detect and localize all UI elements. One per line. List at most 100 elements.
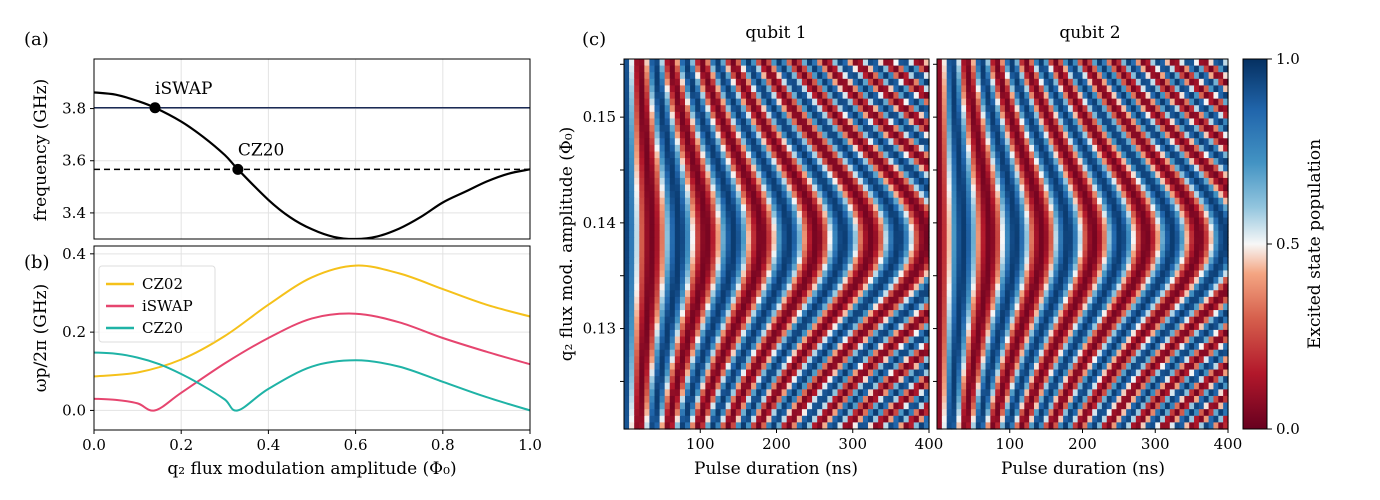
heatmap-cell [634, 191, 640, 199]
heatmap-cell [649, 415, 656, 423]
heatmap-cell [1067, 131, 1074, 139]
heatmap-cell [1203, 105, 1210, 113]
heatmap-cell [990, 164, 996, 172]
heatmap-cell [1218, 92, 1224, 100]
heatmap-cell [868, 144, 874, 153]
heatmap-cell [715, 296, 722, 305]
heatmap-cell [837, 138, 844, 146]
heatmap-cell [776, 303, 783, 311]
heatmap-cell [980, 59, 987, 67]
heatmap-cell [624, 356, 630, 364]
heatmap-cell [674, 395, 681, 404]
heatmap-cell [868, 422, 874, 430]
heatmap-cell [903, 316, 910, 324]
heatmap-cell [1106, 191, 1113, 199]
heatmap-cell [796, 92, 803, 100]
heatmap-cell [913, 111, 920, 120]
heatmap-cell [751, 283, 757, 291]
heatmap-cell [913, 210, 920, 219]
heatmap-cell [975, 151, 982, 159]
heatmap-cell [730, 303, 737, 311]
heatmap-cell [1208, 217, 1215, 225]
heatmap-cell [669, 217, 676, 225]
heatmap-cell [1048, 151, 1054, 159]
heatmap-cell [1121, 118, 1127, 126]
heatmap-cell [903, 111, 910, 120]
heatmap-cell [1034, 85, 1040, 93]
heatmap-cell [1067, 98, 1074, 106]
heatmap-cell [837, 343, 844, 351]
heatmap-cell [883, 303, 889, 311]
heatmap-cell [1024, 204, 1030, 212]
heatmap-cell [1024, 72, 1030, 80]
heatmap-cell [941, 197, 948, 205]
heatmap-cell [812, 105, 818, 113]
heatmap-cell [674, 250, 681, 258]
heatmap-cell [801, 244, 808, 252]
heatmap-cell [893, 138, 900, 146]
heatmap-cell [812, 118, 818, 126]
heatmap-cell [771, 296, 778, 305]
heatmap-cell [720, 131, 727, 139]
heatmap-cell [898, 343, 905, 351]
heatmap-cell [761, 224, 767, 232]
heatmap-cell [761, 422, 767, 430]
heatmap-cell [725, 138, 732, 146]
heatmap-cell [985, 217, 991, 225]
heatmap-cell [756, 217, 762, 225]
heatmap-cell [730, 382, 737, 390]
heatmap-cell [893, 237, 900, 245]
heatmap-cell [740, 78, 747, 87]
heatmap-cell [1082, 184, 1088, 192]
heatmap-cell [690, 217, 696, 225]
heatmap-cell [898, 316, 905, 324]
heatmap-cell [624, 204, 630, 212]
heatmap-cell [832, 191, 839, 199]
heatmap-cell [1155, 158, 1161, 166]
heatmap-cell [710, 171, 717, 179]
heatmap-cell [883, 138, 889, 146]
heatmap-cell [654, 290, 661, 298]
heatmap-cell [898, 125, 905, 133]
heatmap-cell [923, 138, 930, 146]
heatmap-cell [898, 72, 905, 80]
heatmap-cell [664, 144, 671, 153]
heatmap-cell [776, 85, 783, 93]
heatmap-cell [644, 138, 651, 146]
heatmap-cell [766, 105, 773, 113]
heatmap-cell [807, 197, 813, 205]
heatmap-cell [776, 415, 783, 423]
heatmap-cell [756, 197, 762, 205]
heatmap-cell [888, 144, 895, 153]
heatmap-cell [908, 395, 915, 404]
heatmap-cell [629, 389, 635, 397]
heatmap-cell [791, 422, 798, 430]
heatmap-cell [756, 362, 762, 371]
heatmap-cell [852, 151, 859, 159]
heatmap-cell [970, 105, 977, 113]
heatmap-cell [857, 389, 864, 397]
heatmap-cell [1121, 151, 1127, 159]
heatmap-cell [695, 415, 701, 423]
heatmap-cell [812, 349, 818, 357]
heatmap-cell [1097, 158, 1103, 166]
heatmap-cell [1194, 98, 1200, 106]
heatmap-cell [862, 171, 869, 179]
heatmap-cell [951, 184, 957, 192]
heatmap-cell [857, 362, 864, 371]
heatmap-cell [1077, 224, 1084, 232]
heatmap-cell [695, 151, 701, 159]
heatmap-cell [832, 415, 839, 423]
heatmap-cell [725, 250, 732, 258]
heatmap-cell [1131, 78, 1137, 87]
heatmap-cell [654, 409, 661, 417]
heatmap-cell [664, 85, 671, 93]
heatmap-cell [695, 382, 701, 390]
heatmap-cell [956, 164, 962, 172]
heatmap-cell [756, 171, 762, 179]
heatmap-cell [817, 303, 823, 311]
heatmap-cell [888, 290, 895, 298]
heatmap-cell [1194, 191, 1200, 199]
heatmap-cell [781, 177, 788, 186]
panel-b-tag: (b) [24, 252, 50, 273]
